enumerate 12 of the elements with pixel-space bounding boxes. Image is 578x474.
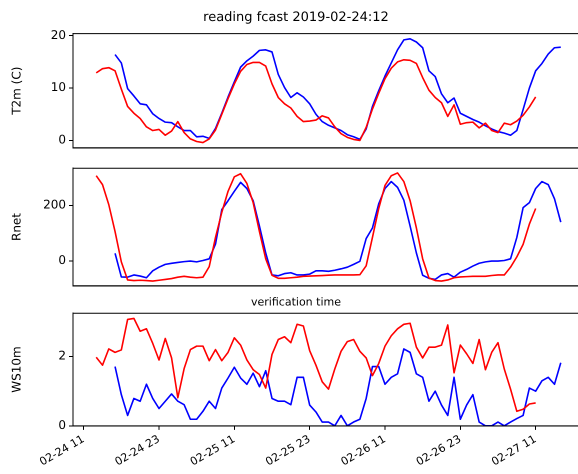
y-tick-label: 200 <box>43 198 66 212</box>
y-tick-label: 10 <box>50 80 66 94</box>
y-axis-title: WS10m <box>9 346 24 393</box>
y-tick-label: 0 <box>58 253 66 268</box>
chart-title: reading fcast 2019-02-24:12 <box>203 10 389 26</box>
chart-title: verification time <box>251 295 342 308</box>
y-tick-label: 20 <box>50 28 66 42</box>
y-tick-label: 2 <box>58 348 66 363</box>
y-axis-title: T2m (C) <box>9 66 24 116</box>
y-tick-label: 0 <box>58 418 66 432</box>
y-tick-label: 0 <box>58 132 66 147</box>
y-axis-title: Rnet <box>9 212 24 242</box>
